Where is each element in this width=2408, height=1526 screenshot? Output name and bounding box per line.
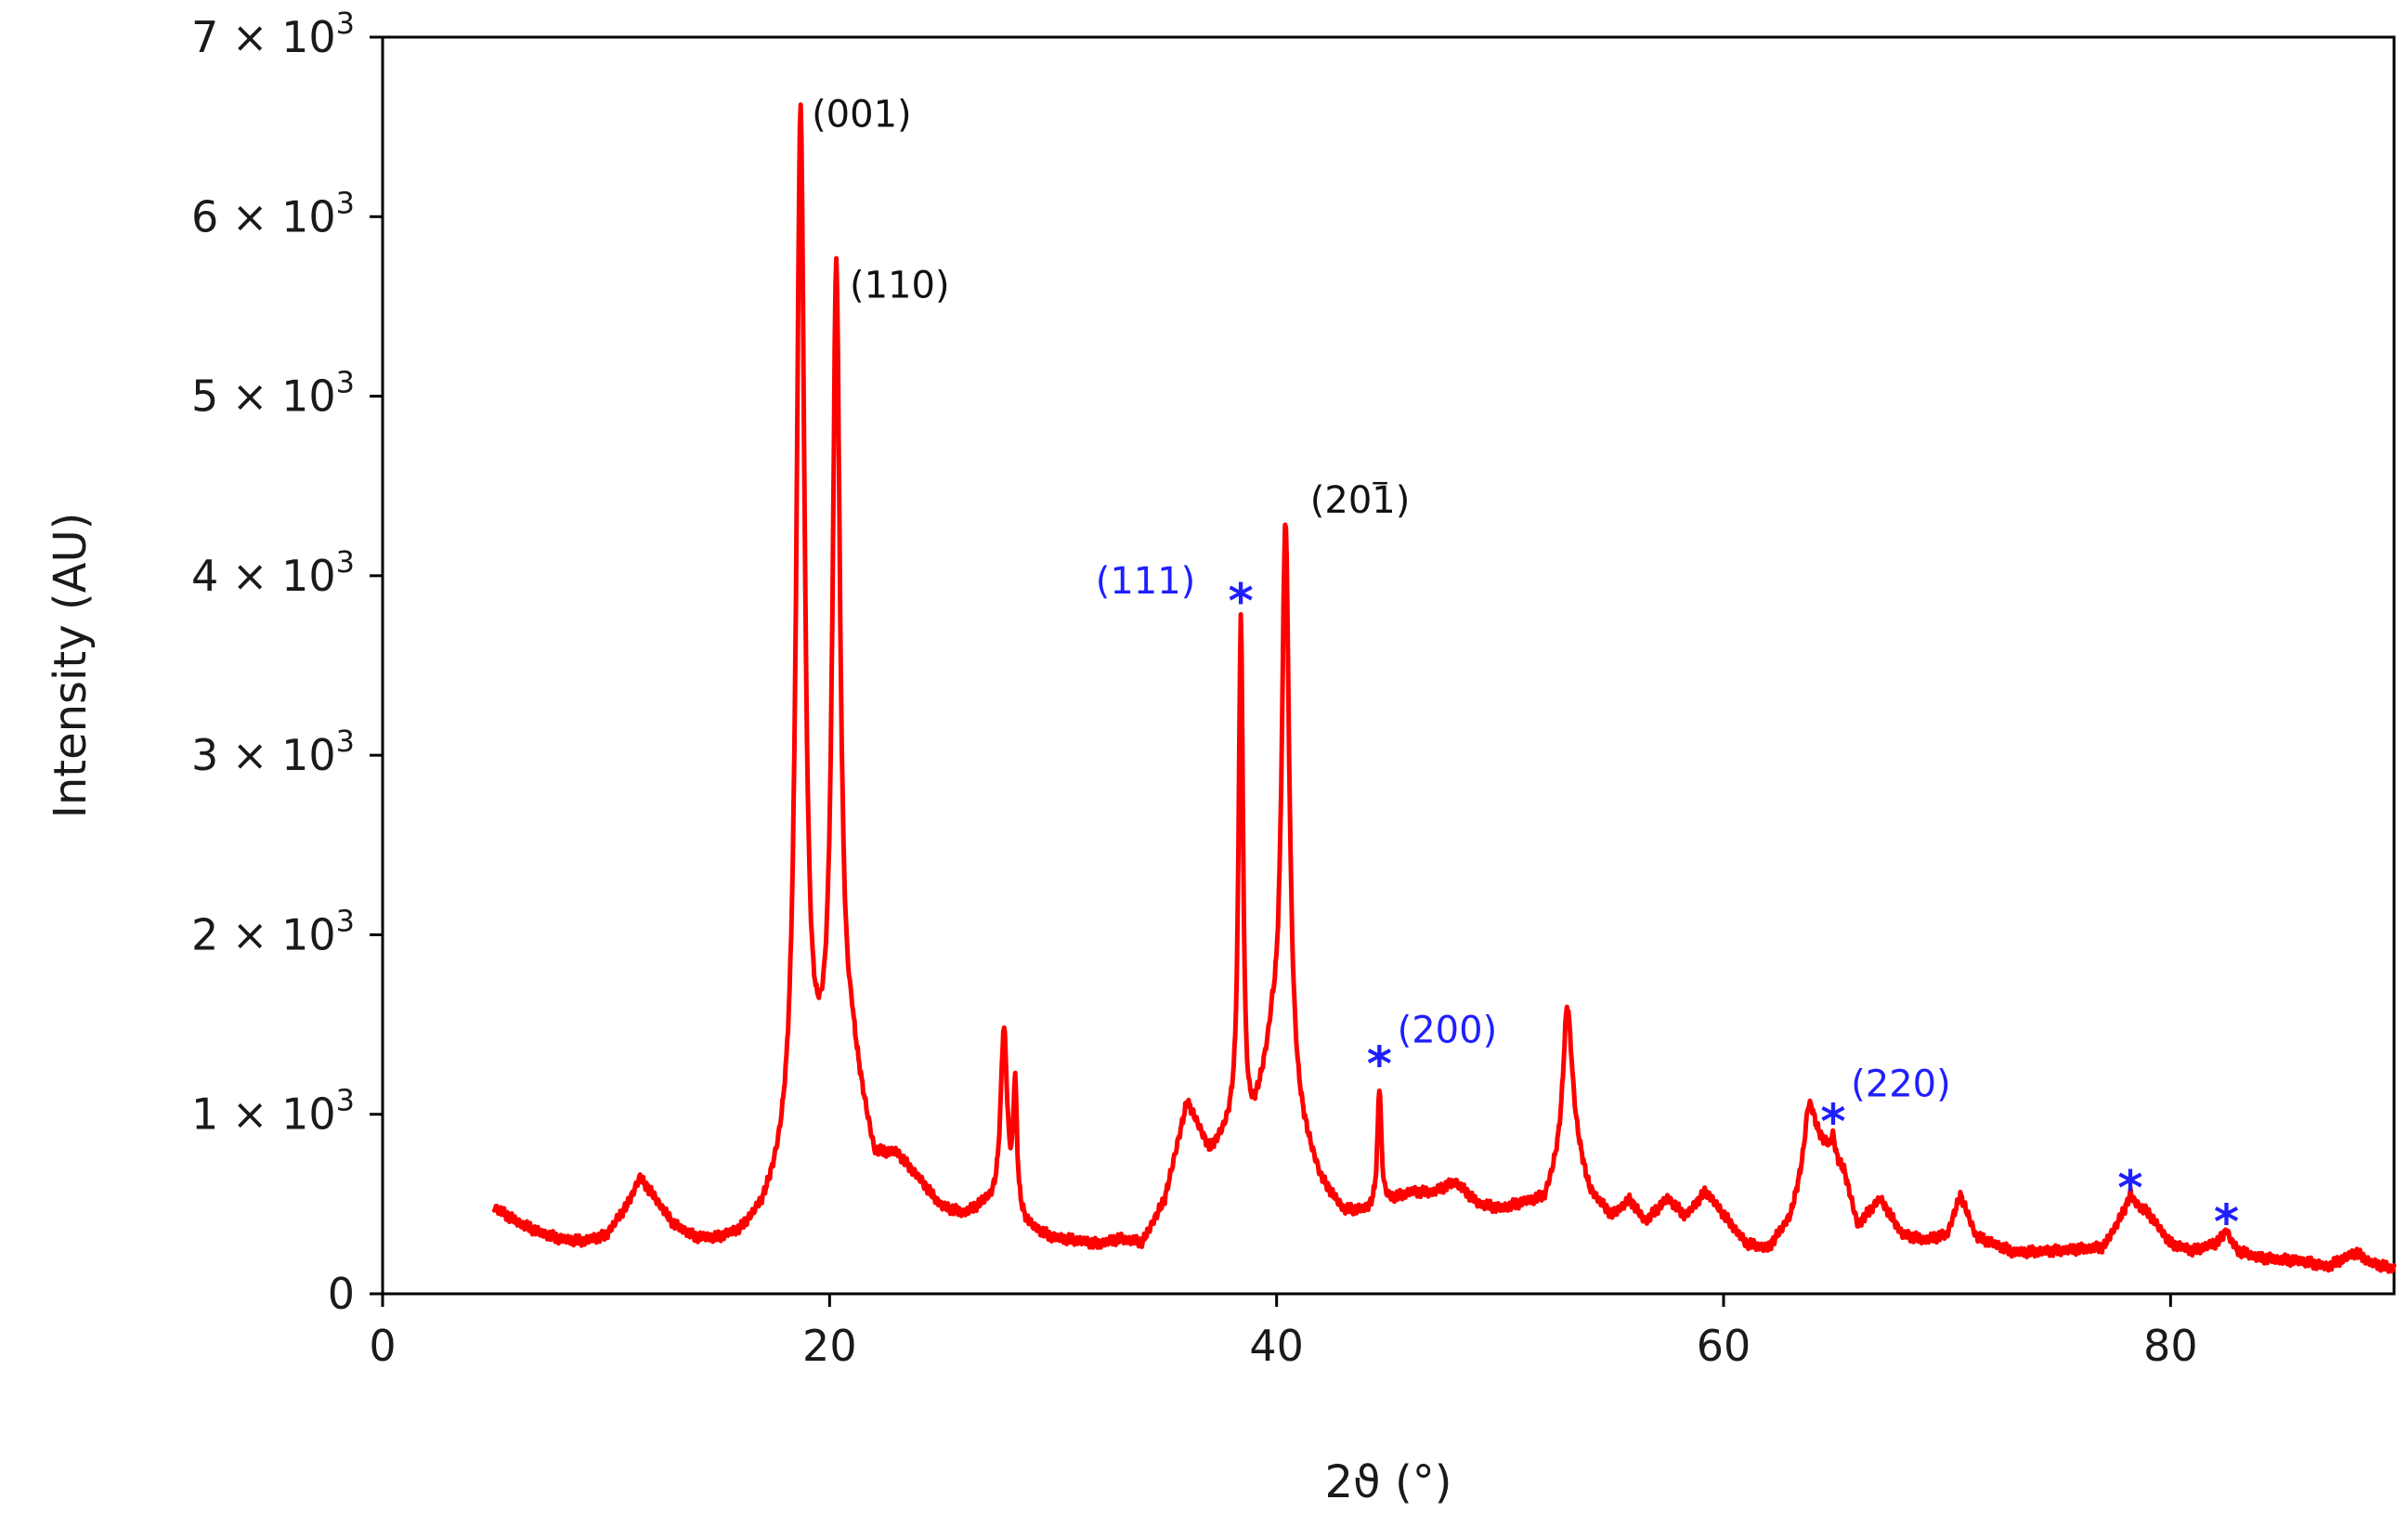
- y-tick-label-2: 2 × 103: [191, 903, 355, 959]
- y-tick-mantissa: 2 × 10: [191, 909, 336, 959]
- y-tick-exponent: 3: [336, 1083, 355, 1118]
- peak-marker-4: *: [2214, 1195, 2239, 1251]
- x-tick-label-4: 80: [2143, 1321, 2198, 1371]
- y-tick-mantissa: 7 × 10: [191, 12, 336, 62]
- peak-markers: * * * * *: [1229, 574, 2240, 1251]
- x-axis-title: 2ϑ (°): [1325, 1456, 1452, 1508]
- y-tick-mantissa: 6 × 10: [191, 191, 336, 241]
- y-tick-exponent: 3: [336, 544, 355, 580]
- y-tick-exponent: 3: [336, 365, 355, 400]
- annotation-001: (001): [812, 94, 912, 137]
- peak-marker-2: *: [1820, 1094, 1845, 1150]
- y-tick-mantissa: 3 × 10: [191, 730, 336, 780]
- peak-marker-3: *: [2117, 1161, 2142, 1217]
- y-tick-label-4: 4 × 103: [191, 544, 355, 601]
- x-tick-label-2: 40: [1249, 1321, 1304, 1371]
- y-axis-title: Intensity (AU): [45, 513, 97, 819]
- y-tick-mantissa: 5 × 10: [191, 372, 336, 422]
- y-tick-label-5: 5 × 103: [191, 365, 355, 422]
- y-tick-label-7: 7 × 103: [191, 6, 355, 62]
- y-tick-label-6: 6 × 103: [191, 185, 355, 241]
- y-tick-exponent: 3: [336, 903, 355, 938]
- peak-annotations: (001) (110) (201) (111) (200) (220): [812, 94, 1951, 1106]
- plot-frame: [381, 35, 2396, 1296]
- y-tick-mantissa: 4 × 10: [191, 551, 336, 601]
- x-tick-label-1: 20: [802, 1321, 857, 1371]
- y-tick-exponent: 3: [336, 724, 355, 759]
- annotation-110: (110): [850, 264, 950, 307]
- y-tick-mantissa: 0: [328, 1269, 355, 1319]
- x-tick-label-0: 0: [369, 1321, 396, 1371]
- peak-marker-1: *: [1367, 1037, 1392, 1092]
- y-tick-mantissa: 1 × 10: [191, 1089, 336, 1140]
- annotation-220: (220): [1851, 1063, 1951, 1105]
- y-tick-exponent: 3: [336, 185, 355, 220]
- annotation-201: (201): [1310, 479, 1411, 522]
- annotation-111: (111): [1096, 560, 1196, 603]
- y-tick-label-3: 3 × 103: [191, 724, 355, 780]
- y-tick-label-0: 0: [328, 1269, 355, 1319]
- y-tick-label-1: 1 × 103: [191, 1083, 355, 1140]
- peak-marker-0: *: [1229, 574, 1254, 630]
- x-axis: 0 20 40 60 80: [369, 1294, 2198, 1371]
- series-line-xrd-pattern: [491, 102, 2397, 1274]
- y-tick-exponent: 3: [336, 6, 355, 41]
- x-tick-label-3: 60: [1697, 1321, 1751, 1371]
- annotation-200: (200): [1398, 1009, 1498, 1051]
